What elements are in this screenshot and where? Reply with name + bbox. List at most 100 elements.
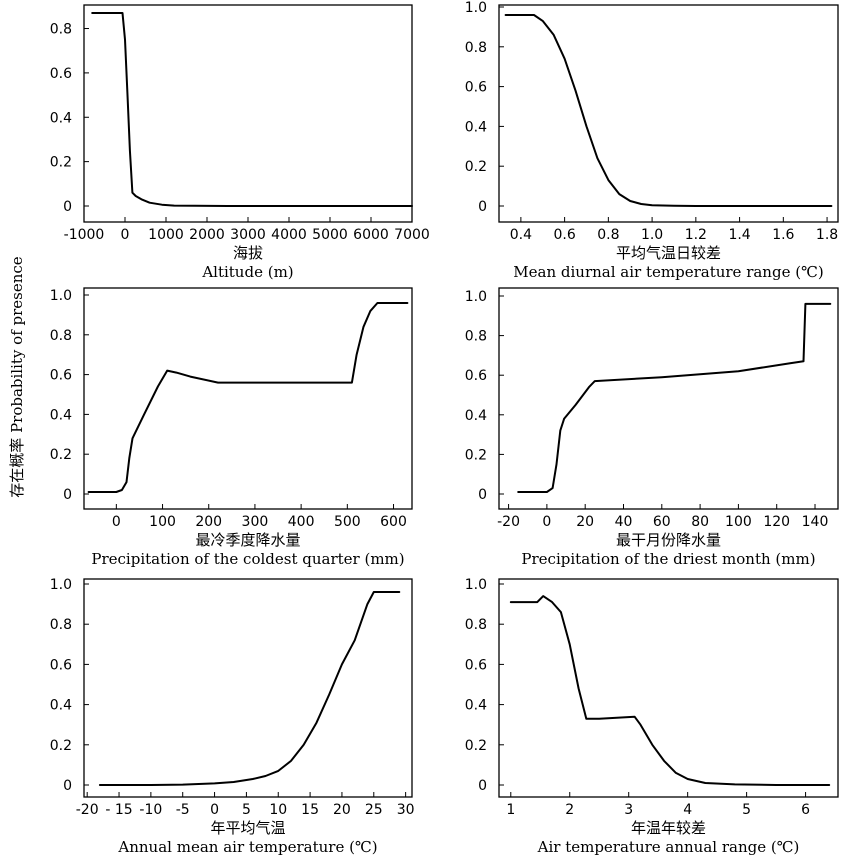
x-tick-label: 20: [333, 802, 351, 818]
x-axis-title-english: Altitude (m): [201, 263, 293, 281]
x-tick-label: 20: [576, 514, 594, 530]
x-tick-label: 0.4: [510, 227, 532, 243]
plot-frame: [83, 578, 413, 798]
y-tick-label: 0.2: [50, 155, 72, 171]
x-tick-label: 1.6: [772, 227, 794, 243]
x-tick-label: 0: [121, 227, 130, 243]
x-tick-label: 1.8: [816, 227, 838, 243]
x-axis-title-chinese: 年温年较差: [631, 819, 706, 837]
y-tick-label: 0.6: [50, 368, 72, 384]
x-axis-title-english: Precipitation of the driest month (mm): [521, 550, 815, 568]
y-tick-label: 0.8: [465, 40, 487, 56]
x-tick-label: 0.6: [553, 227, 575, 243]
x-tick-label: 1.0: [641, 227, 663, 243]
x-tick-label: 600: [380, 514, 407, 530]
x-tick-label: 140: [802, 514, 829, 530]
x-tick-label: 120: [763, 514, 790, 530]
y-tick-label: 0.4: [465, 408, 487, 424]
x-tick-label: -10: [139, 802, 162, 818]
y-tick-label: 0.2: [50, 447, 72, 463]
x-tick-label: 6000: [353, 227, 389, 243]
shared-y-axis-label: 存在概率 Probability of presence: [8, 256, 26, 498]
response-curve: [87, 302, 409, 493]
x-tick-label: 3: [624, 802, 633, 818]
x-axis-title-chinese: 年平均气温: [210, 819, 285, 837]
y-tick-label: 0.6: [50, 66, 72, 82]
x-tick-label: 30: [397, 802, 415, 818]
y-tick-label: 1.0: [465, 289, 487, 305]
y-tick-label: 0.4: [465, 119, 487, 135]
x-tick-label: -1000: [64, 227, 105, 243]
x-axis-title-english: Mean diurnal air temperature range (℃): [513, 263, 823, 281]
plot-frame: [498, 4, 839, 223]
y-tick-label: 0.8: [50, 328, 72, 344]
y-tick-label: 0.4: [50, 407, 72, 423]
y-tick-label: 0.2: [50, 738, 72, 754]
x-tick-label: 100: [149, 514, 176, 530]
y-tick-label: 0: [478, 487, 487, 503]
x-tick-label: 2: [565, 802, 574, 818]
x-tick-label: 15: [301, 802, 319, 818]
x-tick-label: 2000: [189, 227, 225, 243]
x-tick-label: 7000: [394, 227, 430, 243]
x-tick-label: -5: [176, 802, 190, 818]
x-tick-label: 10: [269, 802, 287, 818]
response-curve: [509, 595, 831, 786]
chart-panel-4: 0 0.2 0.4 0.6 0.8 1.0 -20 0 20 40 60 80 100 120 140 最干月…: [465, 287, 839, 568]
chart-panel-3: 0 0.2 0.4 0.6 0.8 1.0 0 100 200 300 400 500 600 最冷季度降…: [50, 287, 413, 568]
x-tick-label: 1: [506, 802, 515, 818]
x-tick-label: 3000: [230, 227, 266, 243]
plot-frame: [83, 287, 413, 510]
x-tick-label: - 15: [105, 802, 132, 818]
x-tick-label: 0.8: [597, 227, 619, 243]
plot-frame: [498, 578, 839, 798]
chart-panel-2: 0 0.2 0.4 0.6 0.8 1.0 0.4 0.6 0.8 1.0 1.2 1.4 1.6 1.8…: [465, 0, 839, 281]
x-axis-title-chinese: 最冷季度降水量: [195, 531, 300, 549]
x-tick-label: 60: [653, 514, 671, 530]
y-tick-label: 0: [63, 487, 72, 503]
x-tick-label: 1.2: [685, 227, 707, 243]
x-tick-label: 5: [742, 802, 751, 818]
x-tick-label: 5000: [312, 227, 348, 243]
x-tick-label: 200: [195, 514, 222, 530]
y-tick-label: 0: [63, 199, 72, 215]
y-tick-label: 0.4: [50, 110, 72, 126]
x-tick-label: 4: [683, 802, 692, 818]
y-tick-label: 0.4: [50, 698, 72, 714]
x-tick-label: -20: [497, 514, 520, 530]
x-axis-title-english: Air temperature annual range (℃): [537, 838, 800, 856]
y-tick-label: 0.2: [465, 738, 487, 754]
x-tick-label: 4000: [271, 227, 307, 243]
y-tick-label: 0: [478, 199, 487, 215]
chart-panel-1: 0 0.2 0.4 0.6 0.8 -1000 0 1000 2000 3000 4000 5000 6…: [50, 4, 430, 281]
y-tick-label: 0.2: [465, 159, 487, 175]
x-tick-label: -20: [76, 802, 99, 818]
x-tick-label: 80: [691, 514, 709, 530]
y-tick-label: 1.0: [465, 0, 487, 16]
x-tick-label: 100: [725, 514, 752, 530]
x-tick-label: 0: [112, 514, 121, 530]
response-curve: [98, 591, 401, 786]
y-tick-label: 0.6: [50, 657, 72, 673]
x-tick-label: 6: [801, 802, 810, 818]
y-tick-label: 0.8: [465, 329, 487, 345]
x-axis-title-chinese: 最干月份降水量: [616, 531, 721, 549]
x-axis-title-chinese: 海拔: [233, 244, 263, 262]
x-tick-label: 0: [210, 802, 219, 818]
y-tick-label: 1.0: [50, 288, 72, 304]
x-tick-label: 500: [334, 514, 361, 530]
y-tick-label: 0.6: [465, 80, 487, 96]
y-tick-label: 0.8: [50, 617, 72, 633]
x-axis-title-english: Precipitation of the coldest quarter (mm…: [91, 550, 404, 568]
y-tick-label: 0.6: [465, 657, 487, 673]
plot-frame: [498, 287, 839, 510]
y-tick-label: 0.8: [465, 617, 487, 633]
x-tick-label: 1.4: [728, 227, 750, 243]
x-tick-label: 1000: [148, 227, 184, 243]
y-tick-label: 1.0: [50, 577, 72, 593]
y-tick-label: 0: [478, 778, 487, 794]
y-tick-label: 0.4: [465, 698, 487, 714]
y-tick-label: 0.2: [465, 447, 487, 463]
